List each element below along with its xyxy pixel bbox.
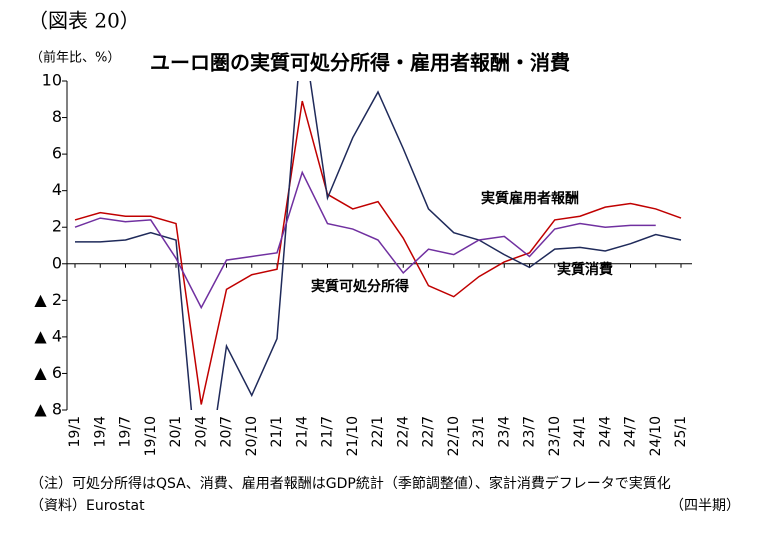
series-label: 実質消費: [557, 261, 613, 278]
x-tick-label: 20/4: [193, 416, 209, 448]
x-tick-label: 22/4: [395, 416, 411, 448]
y-tick-label: 6: [52, 144, 62, 163]
x-tick-label: 25/1: [673, 416, 689, 447]
x-tick-label: 24/7: [623, 416, 639, 447]
series-line: [74, 170, 656, 310]
y-tick-label: ▲ 4: [34, 326, 62, 345]
series-line: [75, 81, 682, 410]
x-tick-label: 22/7: [421, 416, 437, 447]
y-tick-label: 2: [52, 217, 62, 236]
x-tick-label: 23/10: [547, 416, 563, 456]
source: （資料）Eurostat: [30, 498, 145, 514]
x-tick-label: 24/4: [597, 416, 613, 448]
y-axis-label: （前年比、%）: [30, 50, 120, 66]
y-tick-label: ▲ 6: [34, 363, 62, 382]
y-tick-label: 10: [42, 71, 62, 90]
figure-label: （図表 20）: [28, 9, 140, 33]
x-tick-label: 19/4: [92, 416, 108, 448]
y-tick-label: ▲ 8: [34, 400, 62, 419]
x-tick-label: 23/4: [496, 416, 512, 448]
x-tick-label: 21/1: [269, 416, 285, 447]
x-tick-label: 21/7: [320, 416, 336, 447]
y-tick-label: ▲ 2: [34, 290, 62, 309]
y-tick-label: 4: [52, 180, 62, 199]
x-tick-label: 23/1: [471, 416, 487, 447]
x-tick-label: 22/10: [446, 416, 462, 456]
series-label: 実質雇用者報酬: [481, 190, 579, 207]
x-tick-label: 24/1: [572, 416, 588, 447]
y-tick-label: 8: [52, 107, 62, 126]
x-tick-label: 23/7: [522, 416, 538, 447]
x-tick-label: 20/1: [168, 416, 184, 447]
chart-title: ユーロ圏の実質可処分所得・雇用者報酬・消費: [150, 51, 570, 75]
x-tick-label: 19/1: [67, 416, 83, 447]
x-tick-label: 20/10: [244, 416, 260, 456]
x-tick-label: 19/10: [143, 416, 159, 456]
x-tick-label: 19/7: [118, 416, 134, 447]
note: （注）可処分所得はQSA、消費、雇用者報酬はGDP統計（季節調整値）、家計消費デ…: [30, 475, 671, 492]
plot-area: [74, 81, 682, 410]
y-tick-label: 0: [52, 253, 62, 272]
series-label: 実質可処分所得: [311, 278, 409, 295]
x-tick-label: 21/4: [294, 416, 310, 448]
x-tick-label: 20/7: [219, 416, 235, 447]
series-line: [74, 100, 682, 405]
x-tick-label: 22/1: [370, 416, 386, 447]
x-tick-label: 24/10: [648, 416, 664, 456]
x-tick-label: 21/10: [345, 416, 361, 456]
x-axis-label: （四半期）: [670, 498, 740, 514]
